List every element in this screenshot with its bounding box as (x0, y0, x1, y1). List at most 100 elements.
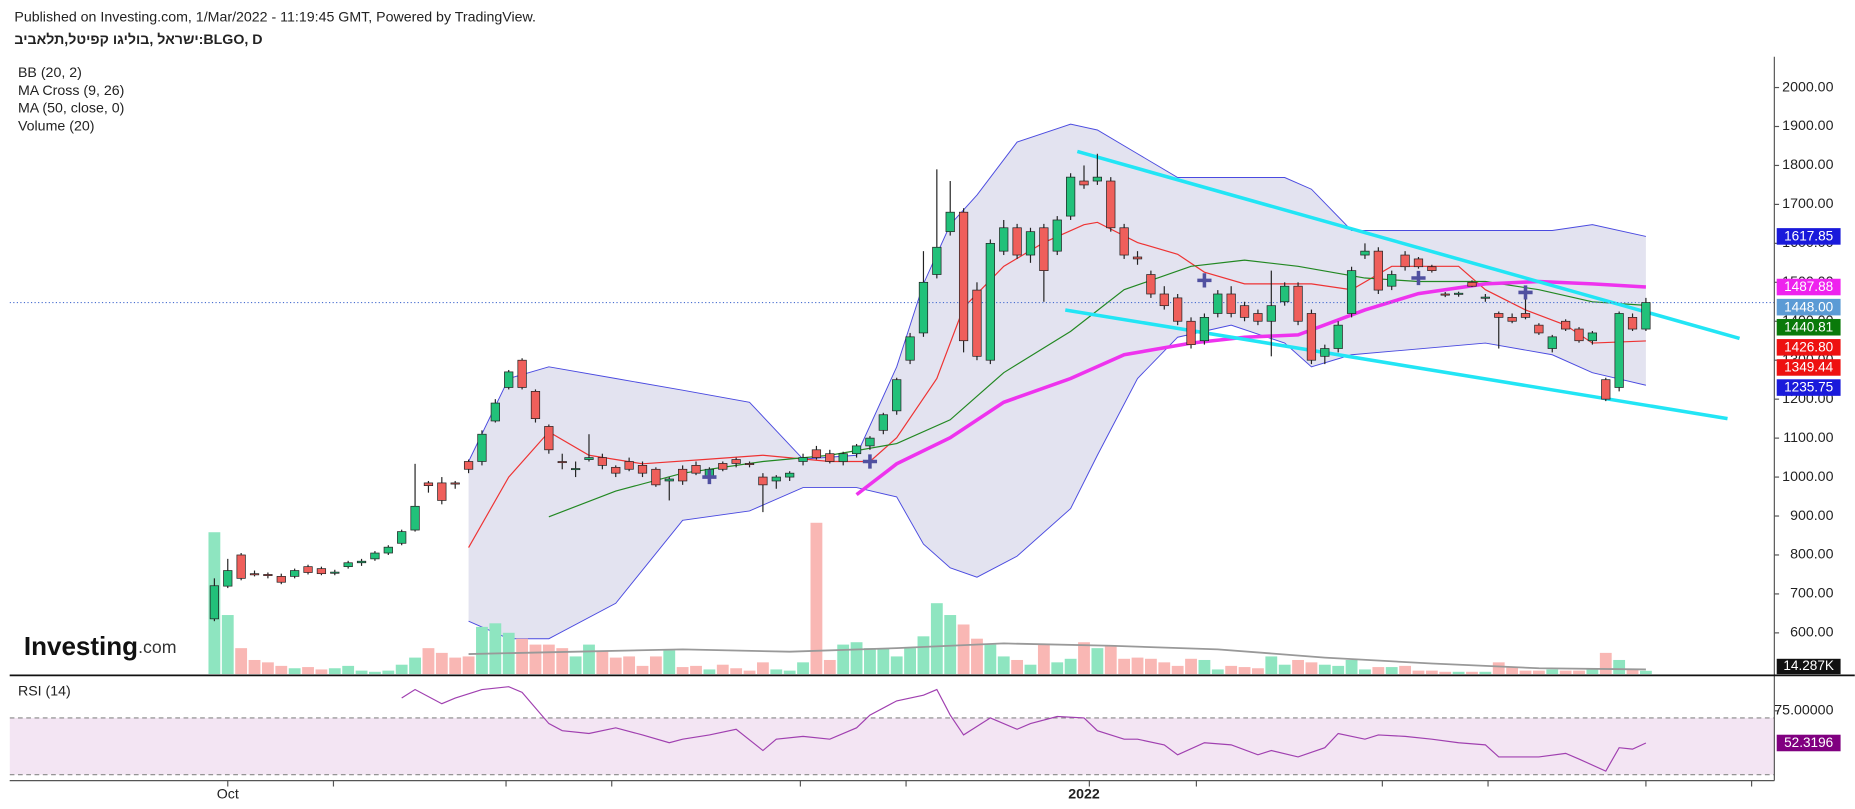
y-tick-label: 1100.00 (1783, 430, 1833, 446)
volume-bar (756, 662, 769, 675)
rsi-tick-label: 75.00000 (1774, 703, 1833, 719)
volume-bar (1292, 659, 1304, 675)
candle-body (664, 478, 674, 482)
volume-bar (248, 659, 261, 675)
rsi-label-box (1776, 734, 1841, 752)
volume-bar (1198, 659, 1211, 675)
ma-cross-marker (1197, 273, 1212, 288)
volume-bar (1252, 668, 1264, 675)
rsi-pane (9, 686, 1775, 776)
volume-bar (302, 667, 314, 675)
volume-bar (1238, 667, 1251, 675)
volume-bar (569, 656, 582, 675)
volume-bar (730, 668, 743, 675)
volume-bar (1104, 645, 1117, 675)
candle-body (423, 482, 434, 486)
candle-body (758, 476, 768, 486)
candle-body (651, 468, 661, 486)
volume-bar (864, 648, 876, 675)
candle-body (1320, 348, 1330, 357)
candle-body (1427, 266, 1437, 271)
candle-body (932, 246, 942, 275)
volume-bar (1144, 658, 1157, 675)
volume-bar (810, 522, 823, 675)
y-tick-label: 600.00 (1790, 625, 1834, 641)
volume-bar (944, 615, 957, 675)
candle-body (383, 546, 393, 554)
moving-average (468, 221, 1646, 548)
indicator-label: MA Cross (9, 26) (18, 83, 124, 99)
candle-body (1132, 256, 1143, 260)
y-tick-label: 2000.00 (1782, 79, 1833, 95)
candle-body (530, 391, 541, 419)
volume-bar (1037, 644, 1050, 675)
candle-body (744, 463, 755, 465)
x-tick-label: Oct (217, 787, 239, 803)
candle-body (303, 566, 313, 573)
volume-bar (1171, 665, 1184, 675)
volume-bar (623, 656, 636, 675)
volume-bar (556, 648, 569, 675)
rsi-line (401, 686, 1647, 772)
volume-bar (1091, 648, 1104, 675)
volume-bar (462, 656, 475, 675)
volume-bar (649, 656, 662, 675)
volume-bar (529, 644, 542, 675)
candle-body (1092, 176, 1102, 182)
volume-bar (355, 670, 368, 675)
candle-body (1641, 302, 1651, 330)
price-label: 1426.80 (1784, 340, 1834, 355)
ma-cross-marker (702, 469, 717, 485)
volume-bar (1359, 669, 1371, 675)
volume-bar (743, 670, 756, 675)
candle-body (1119, 227, 1129, 256)
price-label-box (1776, 339, 1841, 356)
price-label: 1448.00 (1784, 299, 1834, 314)
candle-body (1226, 293, 1236, 314)
volume-bar (1064, 658, 1077, 675)
candle-body (1413, 258, 1424, 268)
candle-body (785, 472, 795, 478)
candle-body (517, 359, 527, 388)
volume-bar (917, 636, 930, 675)
candle-body (1507, 317, 1517, 322)
price-label-box (1776, 359, 1841, 376)
candle-body (1360, 250, 1370, 256)
volume-bar (1345, 659, 1358, 675)
candle-body (1346, 270, 1357, 314)
volume-bar (1211, 669, 1224, 675)
candle-body (370, 552, 380, 560)
price-label-box (1776, 318, 1841, 336)
volume-bar (1185, 658, 1197, 675)
candle-body (1066, 176, 1076, 217)
volume-bar (703, 669, 716, 675)
volume-bar (971, 638, 983, 675)
candle-body (1306, 313, 1317, 361)
y-tick-label: 1900.00 (1782, 118, 1833, 134)
x-tick-label: 2022 (1068, 787, 1100, 803)
candle-body (290, 570, 300, 577)
volume-bar (1051, 662, 1064, 675)
volume-bar (1332, 665, 1345, 675)
volume-bar (1078, 642, 1090, 675)
volume-bar (516, 638, 529, 675)
candle-body (624, 461, 634, 470)
volume-bar (1626, 669, 1639, 675)
candle-body (958, 211, 969, 342)
price-label-box (1776, 228, 1841, 245)
volume-bar (890, 656, 903, 675)
candle-body (544, 426, 554, 451)
volume-bar (1519, 670, 1532, 675)
volume-bar (1372, 667, 1385, 675)
candle-body (1400, 254, 1410, 268)
candle-body (504, 371, 514, 388)
candle-body (637, 465, 648, 474)
volume-bar (797, 662, 809, 675)
price-pane (9, 123, 1775, 675)
volume-bar (837, 644, 850, 675)
volume-bar (542, 644, 555, 675)
candle-body (1266, 305, 1276, 322)
candle-body (397, 531, 407, 544)
candle-body (1387, 274, 1397, 287)
candle-body (1561, 320, 1571, 330)
